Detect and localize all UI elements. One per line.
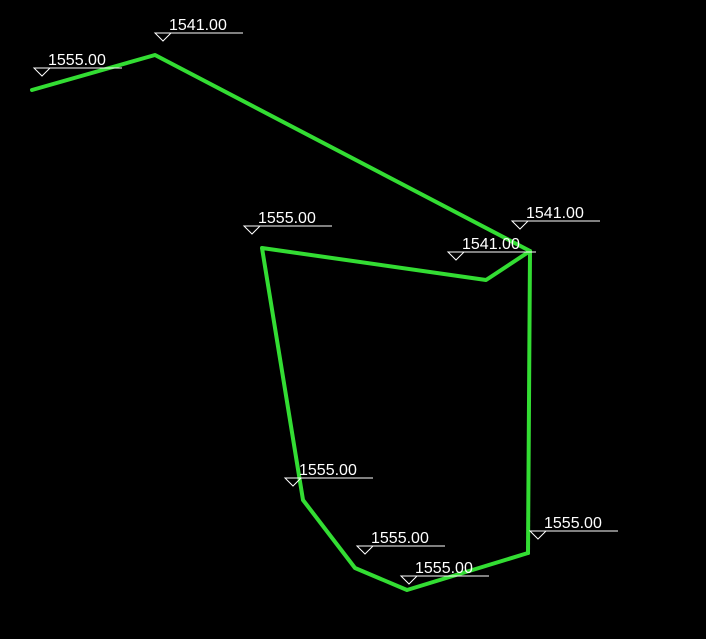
- elevation-label: 1555.00: [371, 530, 429, 547]
- canvas-background: [0, 0, 706, 639]
- elevation-label: 1555.00: [48, 52, 106, 69]
- cad-canvas: 1555.00 1541.00 1541.00 1541.00 1555.00 1555.…: [0, 0, 706, 639]
- elevation-label: 1541.00: [526, 205, 584, 222]
- elevation-label: 1555.00: [544, 515, 602, 532]
- elevation-label: 1555.00: [258, 210, 316, 227]
- elevation-label: 1541.00: [169, 17, 227, 34]
- elevation-label: 1541.00: [462, 236, 520, 253]
- elevation-label: 1555.00: [415, 560, 473, 577]
- elevation-label: 1555.00: [299, 462, 357, 479]
- contour-segment: [528, 251, 530, 553]
